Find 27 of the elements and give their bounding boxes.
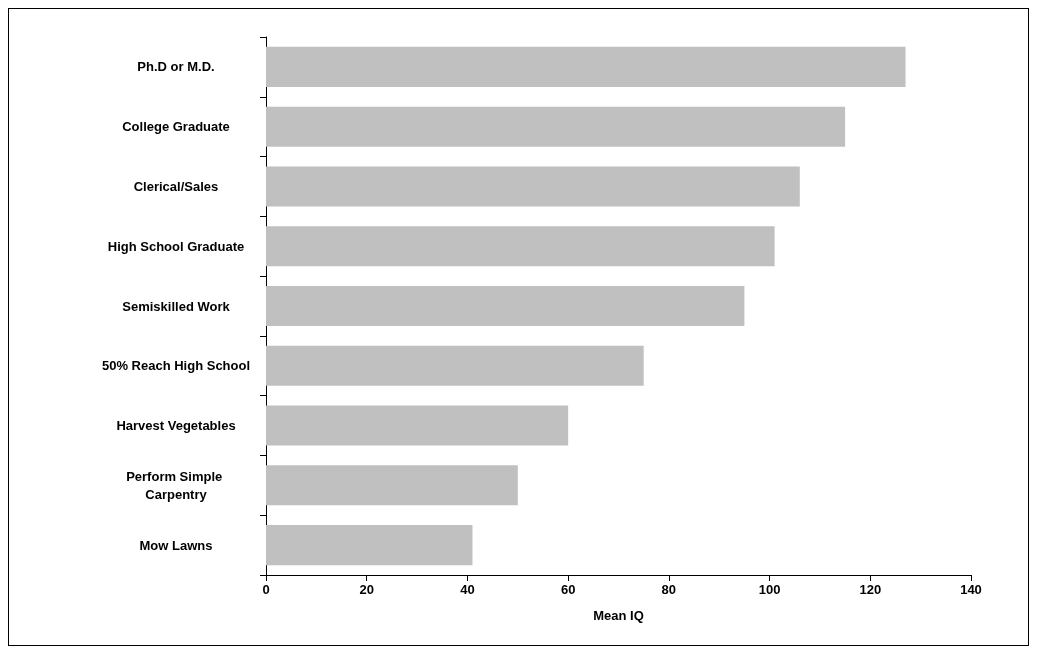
bar xyxy=(266,106,846,147)
bar xyxy=(266,345,644,386)
bar xyxy=(266,226,775,267)
y-tick-label: College Graduate xyxy=(122,119,230,135)
y-tick-label: Clerical/Sales xyxy=(133,178,219,194)
x-axis-title: Mean IQ xyxy=(593,608,644,623)
x-tick-label: 120 xyxy=(859,582,882,597)
bar xyxy=(266,465,518,506)
bar xyxy=(266,525,473,566)
x-tick-label: 80 xyxy=(661,582,677,597)
x-tick-label: 0 xyxy=(262,582,270,597)
y-tick-label: Harvest Vegetables xyxy=(116,418,236,434)
x-tick-label: 60 xyxy=(560,582,576,597)
y-tick-label: Ph.D or M.D. xyxy=(137,59,215,75)
y-tick-label: Mow Lawns xyxy=(139,537,213,553)
bar xyxy=(266,405,569,446)
bar xyxy=(266,46,906,87)
x-tick-label: 40 xyxy=(460,582,475,597)
x-tick-label: 20 xyxy=(359,582,374,597)
y-tick-label: Perform Simple Carpentry xyxy=(126,468,226,502)
y-tick-label: High School Graduate xyxy=(107,238,245,254)
bar xyxy=(266,285,745,327)
x-tick-label: 140 xyxy=(960,582,982,597)
y-tick-label: Semiskilled Work xyxy=(122,298,231,314)
bar xyxy=(266,166,800,207)
y-tick-label: 50% Reach High School xyxy=(101,358,251,374)
x-tick-label: 100 xyxy=(758,582,781,597)
